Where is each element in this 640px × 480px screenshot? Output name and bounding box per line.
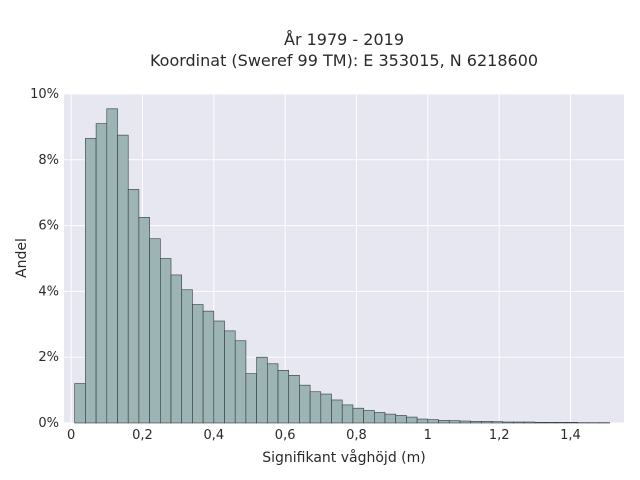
histogram-bar bbox=[566, 422, 578, 424]
histogram-bar bbox=[427, 419, 439, 424]
histogram-bar bbox=[545, 422, 557, 424]
histogram-bar bbox=[416, 418, 429, 424]
histogram-bar bbox=[85, 138, 97, 424]
histogram-bar bbox=[555, 422, 568, 424]
x-tick-label: 1 bbox=[424, 428, 432, 443]
chart-title-line-2: Koordinat (Sweref 99 TM): E 353015, N 62… bbox=[150, 51, 538, 70]
histogram-bar bbox=[170, 274, 183, 424]
histogram-bar bbox=[95, 123, 108, 424]
x-tick-label: 0,4 bbox=[203, 428, 224, 443]
histogram-bar bbox=[523, 421, 536, 424]
histogram-bar bbox=[202, 310, 215, 424]
histogram-bar bbox=[127, 189, 140, 424]
bars-group bbox=[74, 108, 611, 424]
histogram-bar bbox=[374, 412, 386, 424]
histogram-bar bbox=[277, 370, 290, 424]
y-tick-labels: 0% 2% 4% 6% 8% 10% bbox=[30, 87, 59, 431]
histogram-bar bbox=[245, 373, 257, 424]
y-tick-label: 2% bbox=[38, 350, 59, 365]
y-tick-label: 4% bbox=[38, 284, 59, 299]
x-tick-labels: 0 0,2 0,4 0,6 0,8 1 1,2 1,4 bbox=[67, 428, 581, 443]
histogram-bar bbox=[138, 217, 150, 424]
histogram-bar bbox=[213, 320, 225, 424]
histogram-bar bbox=[502, 421, 514, 424]
histogram-bar bbox=[331, 399, 343, 424]
x-tick-label: 0,8 bbox=[346, 428, 367, 443]
histogram-bar bbox=[309, 391, 322, 424]
histogram-bar bbox=[299, 384, 311, 424]
histogram-bar bbox=[481, 421, 493, 424]
y-tick-label: 0% bbox=[38, 416, 59, 431]
histogram-bar bbox=[160, 258, 172, 424]
y-axis-title: Andel bbox=[14, 238, 30, 278]
x-tick-label: 0 bbox=[67, 428, 75, 443]
histogram-bar bbox=[459, 420, 471, 424]
x-tick-label: 1,2 bbox=[489, 428, 510, 443]
histogram-bar bbox=[267, 363, 279, 424]
histogram-bar bbox=[470, 421, 482, 424]
x-axis-title: Signifikant våghöjd (m) bbox=[262, 449, 425, 466]
histogram-bar bbox=[288, 374, 300, 424]
histogram-bar bbox=[352, 407, 364, 424]
histogram-bar bbox=[341, 404, 354, 424]
histogram-bar bbox=[395, 415, 407, 424]
x-tick-label: 0,2 bbox=[132, 428, 153, 443]
histogram-bar bbox=[74, 383, 86, 424]
histogram-bar bbox=[491, 421, 504, 424]
y-tick-label: 6% bbox=[38, 219, 59, 234]
histogram-bar bbox=[117, 134, 129, 424]
x-tick-label: 1,4 bbox=[560, 428, 581, 443]
histogram-bar bbox=[363, 410, 375, 424]
histogram-bar bbox=[256, 356, 268, 424]
histogram-bar bbox=[406, 416, 418, 424]
histogram-bar bbox=[534, 422, 546, 424]
histogram-bar bbox=[320, 393, 332, 424]
histogram-bar bbox=[513, 421, 525, 424]
y-tick-label: 10% bbox=[30, 87, 59, 102]
histogram-bar bbox=[438, 420, 450, 424]
y-tick-label: 8% bbox=[38, 153, 59, 168]
histogram-bar bbox=[224, 330, 236, 424]
histogram-bar bbox=[384, 413, 397, 424]
histogram-bar bbox=[106, 108, 118, 424]
x-tick-label: 0,6 bbox=[275, 428, 296, 443]
histogram-bar bbox=[149, 238, 161, 424]
histogram-bar bbox=[234, 340, 247, 424]
chart-title-line-1: År 1979 - 2019 bbox=[284, 30, 404, 49]
histogram-bar bbox=[192, 304, 204, 424]
histogram-bar bbox=[448, 420, 461, 424]
histogram-bar bbox=[181, 289, 193, 424]
